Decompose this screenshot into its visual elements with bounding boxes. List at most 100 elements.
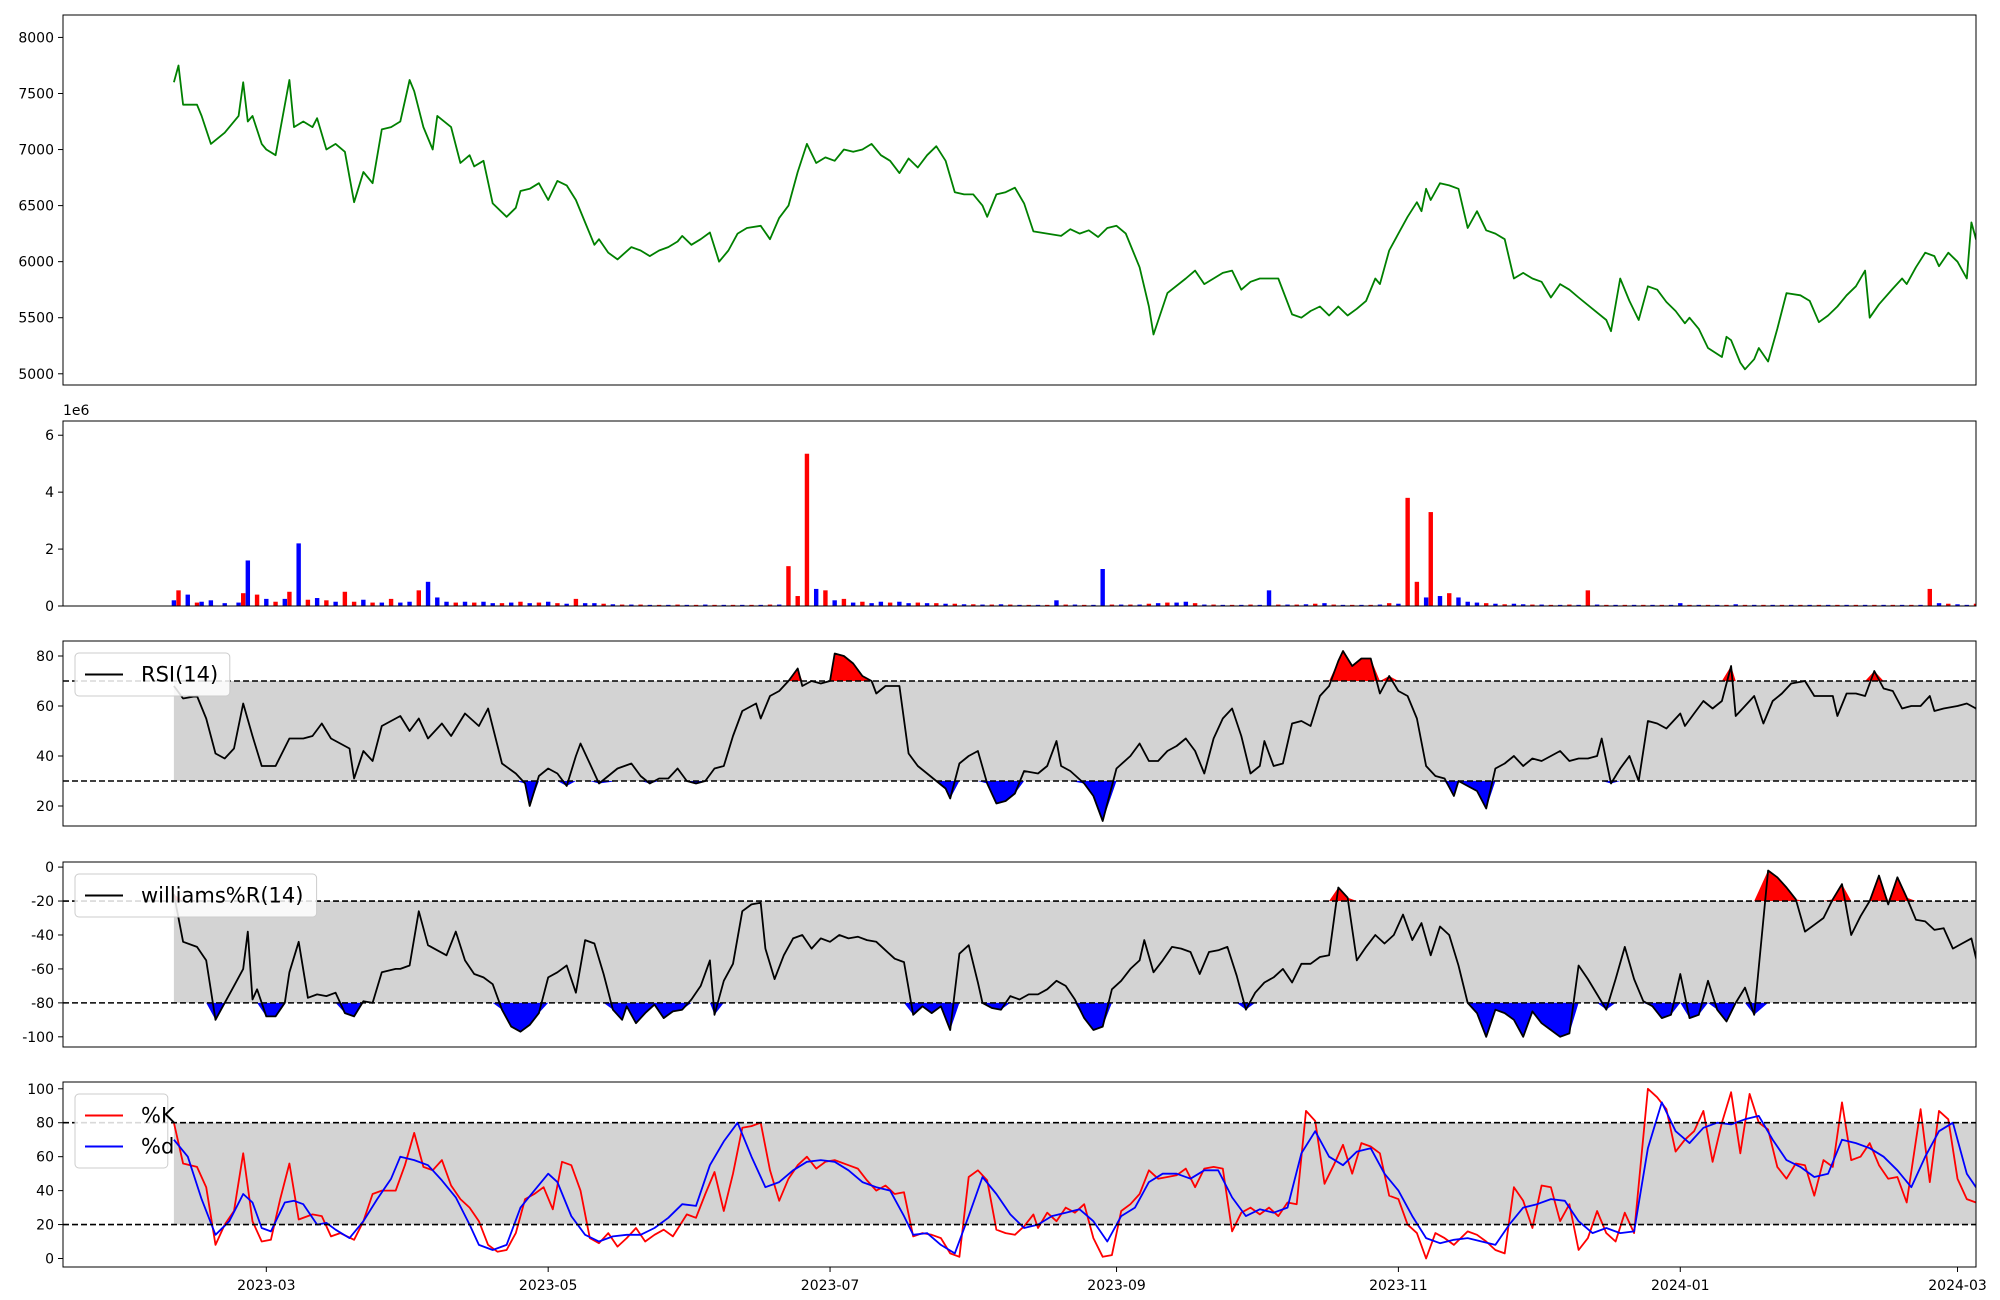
volume-bar (1502, 604, 1507, 606)
rsi-series-line (173, 650, 1976, 822)
volume-panel: 0 2 4 6 1e6 (45, 403, 1977, 615)
volume-bar (1918, 604, 1923, 606)
x-tick-label: 2023-03 (237, 1278, 296, 1294)
volume-bar (1396, 603, 1401, 606)
volume-bar (1100, 569, 1105, 606)
volume-bar (1456, 597, 1461, 606)
volume-bar (1798, 604, 1803, 606)
volume-bar (1026, 604, 1031, 606)
volume-bar (305, 599, 311, 606)
volume-bar (342, 591, 348, 606)
volume-bar (185, 594, 190, 606)
legend-box (74, 652, 231, 697)
volume-bar (1063, 604, 1068, 606)
volume-bar (897, 601, 902, 606)
volume-bar (282, 598, 287, 606)
x-tick-label: 2023-11 (1369, 1278, 1428, 1294)
volume-bar (1128, 604, 1133, 606)
volume-bar (1899, 604, 1905, 606)
volume-bar (1174, 602, 1179, 606)
legend-label: %K (141, 1104, 176, 1128)
volume-bar (1557, 604, 1563, 606)
volume-bar (961, 604, 967, 606)
volume-bar (860, 601, 865, 606)
y-tick-label: 0 (45, 860, 54, 876)
volume-bar (1192, 603, 1198, 606)
volume-bar (1733, 604, 1738, 606)
volume-bar (730, 604, 736, 606)
volume-bar (264, 598, 269, 606)
volume-bar (333, 601, 338, 606)
volume-bar (795, 596, 800, 606)
volume-bar (740, 604, 745, 606)
volume-bar (481, 601, 486, 606)
volume-bar (1927, 588, 1932, 606)
volume-bar (989, 604, 994, 606)
volume-bar (1936, 603, 1942, 606)
volume-bar (1285, 604, 1290, 606)
price-series-line (173, 64, 1976, 371)
y-tick-label: 40 (36, 749, 54, 765)
y-tick-label: 5000 (18, 367, 54, 383)
volume-bar (1248, 604, 1253, 606)
volume-bar (869, 603, 874, 606)
williams-panel: 0 -20 -40 -60 -80 -100 williams%R(14) (22, 860, 1977, 1048)
volume-bar (1359, 604, 1364, 606)
volume-bar (194, 602, 200, 606)
volume-bar (1844, 604, 1849, 606)
volume-bar (1303, 604, 1309, 606)
volume-bar (1668, 604, 1674, 606)
volume-bar (1659, 604, 1664, 606)
y-tick-label: 6 (45, 428, 54, 444)
volume-bar (684, 604, 690, 606)
volume-bar (361, 599, 366, 606)
volume-bar (647, 604, 653, 606)
volume-bar (823, 590, 828, 606)
volume-bar (398, 602, 403, 606)
volume-bar (610, 604, 616, 606)
volume-bar (1423, 597, 1429, 606)
volume-bar (241, 593, 246, 606)
y-offset-label: 1e6 (63, 403, 90, 419)
legend-label: williams%R(14) (141, 884, 303, 908)
volume-bar (915, 602, 921, 606)
volume-bar (1641, 604, 1646, 606)
volume-bar (712, 604, 717, 606)
volume-bar (841, 598, 847, 606)
volume-bar (1872, 604, 1877, 606)
volume-bar (564, 603, 569, 606)
volume-bar (1313, 603, 1318, 606)
volume-bar (813, 588, 819, 606)
volume-bar (509, 602, 514, 606)
volume-bar (980, 604, 985, 606)
volume-bar (236, 602, 241, 606)
volume-bar (1165, 602, 1170, 606)
volume-bar (666, 604, 671, 606)
y-tick-label: 0 (45, 599, 54, 615)
volume-bar (1835, 604, 1840, 606)
volume-bar (1678, 603, 1683, 606)
volume-bar (1724, 604, 1729, 606)
y-tick-label: 0 (45, 1252, 54, 1268)
volume-bar (767, 604, 773, 606)
legend-box (74, 873, 318, 918)
volume-bar (1696, 604, 1701, 606)
y-tick-label: 60 (36, 699, 54, 715)
volume-bar (1853, 604, 1859, 606)
y-tick-label: -20 (31, 894, 54, 910)
volume-bar (721, 604, 726, 606)
volume-bar (749, 604, 754, 606)
x-tick-label: 2023-05 (519, 1278, 578, 1294)
volume-bar (1483, 603, 1489, 606)
volume-bar (1035, 604, 1041, 606)
volume-bar (592, 603, 597, 606)
volume-bar (1881, 604, 1886, 606)
volume-bar (1779, 604, 1785, 606)
volume-bar (1229, 604, 1235, 606)
volume-bar (1585, 590, 1591, 606)
volume-bar (1331, 604, 1336, 606)
volume-bar (499, 603, 505, 606)
y-tick-label: 6000 (18, 255, 54, 271)
volume-bar (1155, 603, 1161, 606)
